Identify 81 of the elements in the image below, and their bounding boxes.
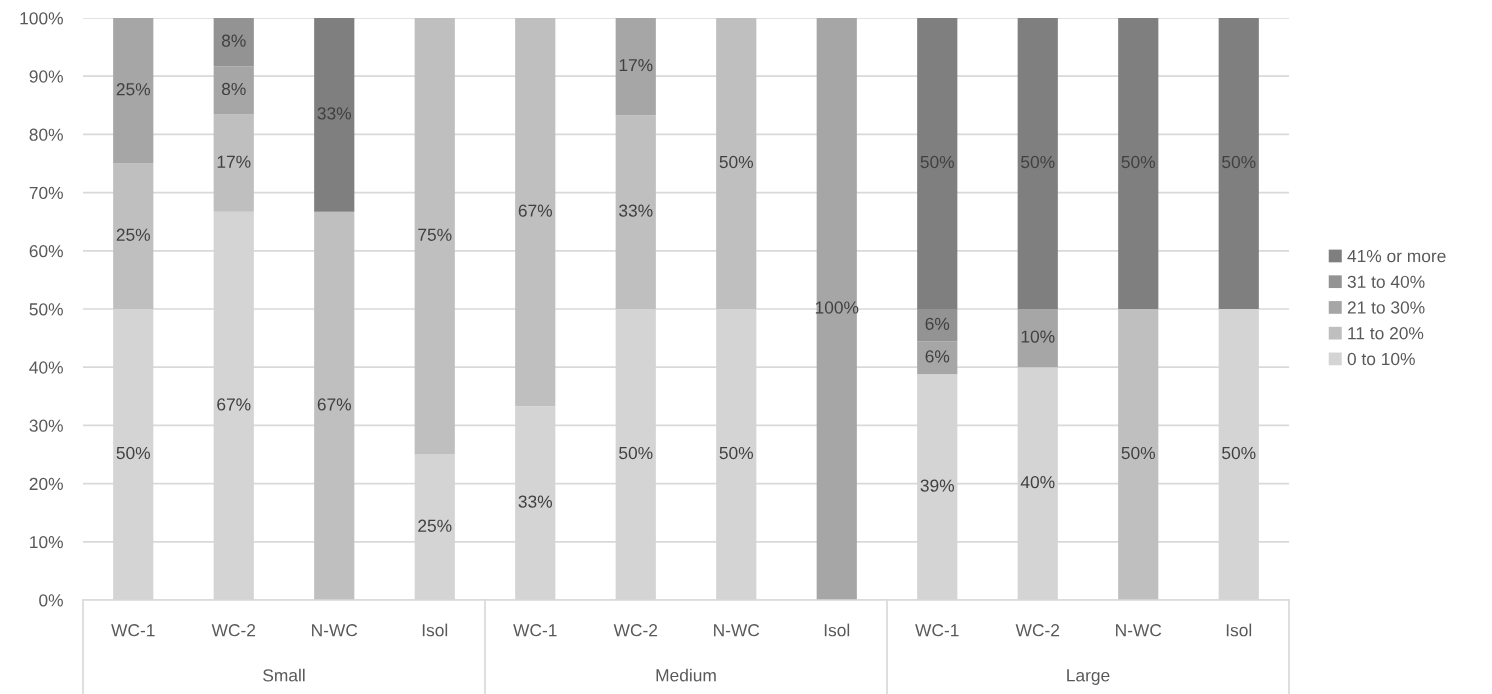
x-tick-label: WC-2 — [613, 624, 658, 637]
legend-label: 41% or more — [1347, 249, 1446, 263]
bar — [213, 66, 254, 115]
data-label: 67% — [518, 204, 553, 217]
x-tick-label: WC-1 — [513, 624, 557, 637]
data-label: 17% — [217, 155, 251, 168]
data-label: 50% — [1021, 155, 1055, 169]
bar — [515, 18, 556, 407]
data-label: 17% — [619, 59, 653, 72]
x-tick-label: WC-1 — [915, 624, 959, 637]
data-label: 50% — [719, 155, 754, 169]
data-label: 39% — [920, 479, 955, 492]
text: Small — [263, 668, 305, 682]
data-label: 33% — [518, 495, 553, 508]
x-tick-label: N-WC — [1116, 624, 1162, 637]
x-tick-label: N-WC — [312, 624, 358, 637]
legend-label: 21 to 30% — [1347, 301, 1425, 314]
y-tick-label: 80% — [29, 128, 63, 141]
y-tick-label: 60% — [29, 244, 63, 258]
legend-label: 11 to 20% — [1348, 327, 1424, 340]
bar — [414, 18, 455, 455]
x-tick-label: WC-2 — [211, 624, 256, 637]
bar — [917, 18, 958, 309]
data-label: 8% — [221, 34, 246, 47]
text: Large — [1067, 669, 1110, 685]
data-label: 25% — [418, 519, 452, 532]
x-tick-label: WC-2 — [1015, 624, 1060, 637]
data-label: 6% — [925, 317, 950, 330]
data-label: 25% — [116, 83, 151, 96]
bar — [816, 18, 857, 600]
data-label: 40% — [1020, 475, 1055, 489]
legend-label: 0 to 10% — [1347, 352, 1415, 366]
bar — [1017, 309, 1058, 368]
bar — [213, 114, 254, 212]
x-tick-label: Isol — [824, 623, 850, 637]
bar — [1218, 18, 1259, 309]
data-label: 75% — [418, 228, 452, 241]
bar — [917, 341, 958, 375]
data-label: 50% — [116, 446, 151, 460]
data-label: 8% — [221, 82, 246, 96]
bar — [615, 115, 656, 309]
data-label: 50% — [1222, 155, 1256, 169]
data-label: 25% — [116, 228, 151, 241]
y-tick-label: 50% — [29, 303, 63, 316]
data-label: 50% — [920, 155, 955, 169]
y-tick-label: 20% — [29, 477, 63, 491]
legend-label: 31 to 40% — [1347, 275, 1425, 288]
bar — [1017, 18, 1058, 309]
x-tick-label: Isol — [1226, 623, 1252, 637]
bar — [1118, 18, 1159, 309]
data-label: 50% — [719, 446, 754, 460]
bar — [213, 18, 254, 67]
x-tick-label: N-WC — [714, 624, 760, 637]
data-label: 50% — [1121, 155, 1156, 169]
data-label: 50% — [1121, 446, 1156, 460]
bar — [314, 18, 355, 212]
data-label: 33% — [317, 107, 352, 120]
y-tick-label: 90% — [29, 70, 63, 83]
data-label: 6% — [925, 350, 950, 363]
bar — [113, 163, 154, 309]
y-tick-label: 30% — [29, 419, 63, 432]
data-label: 33% — [619, 204, 653, 217]
y-tick-label: 100% — [20, 12, 63, 25]
bar — [615, 18, 656, 116]
x-tick-label: Isol — [422, 623, 448, 637]
bar — [314, 211, 355, 600]
y-tick-label: 10% — [30, 535, 63, 549]
text: Medium — [656, 668, 716, 682]
bar — [1118, 309, 1159, 600]
data-label: 50% — [619, 446, 653, 460]
x-tick-label: WC-1 — [111, 624, 155, 637]
y-tick-label: 40% — [29, 361, 63, 374]
data-label: 50% — [1222, 446, 1256, 460]
bar — [917, 309, 958, 342]
data-label: 10% — [1021, 330, 1055, 343]
data-label: 67% — [217, 398, 251, 411]
data-label: 67% — [317, 398, 352, 411]
bar — [113, 18, 154, 164]
y-tick-label: 70% — [29, 186, 63, 200]
y-tick-label: 0% — [39, 594, 63, 607]
bar — [716, 18, 757, 309]
